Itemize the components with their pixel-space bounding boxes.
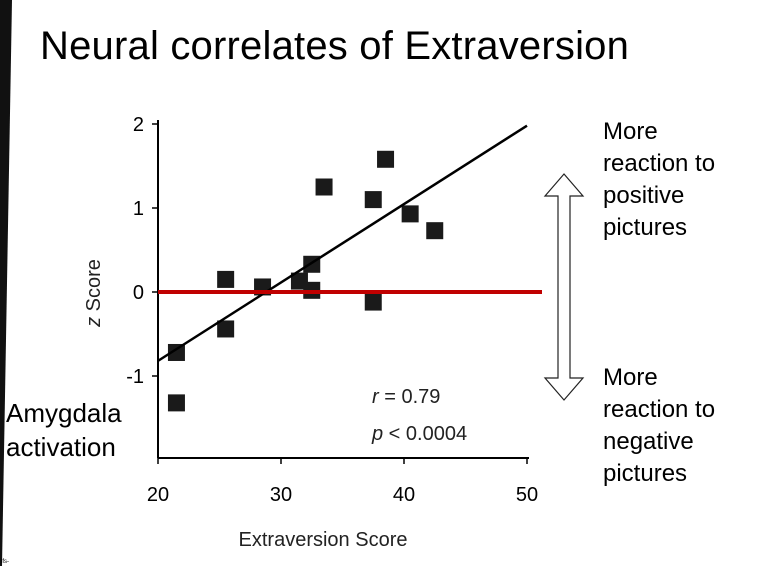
x-tick-label: 40 [393,484,415,506]
slide-title: Neural correlates of Extraversion [40,24,630,68]
note-line: reaction to [603,150,716,177]
note-line: negative [603,428,694,455]
note-line: pictures [603,214,688,241]
data-point [217,270,235,288]
y-tick-label: -1 [126,366,144,388]
amygdala-activation-label: Amygdala activation [6,396,122,464]
negative-reaction-note: More reaction to negative pictures [603,362,715,490]
data-point [377,150,395,168]
note-line: pictures [603,460,688,487]
data-point [167,394,185,412]
x-tick-label: 50 [516,484,538,506]
x-tick-label: 30 [270,484,292,506]
y-tick-label: 2 [133,114,144,136]
y-tick-label: 0 [133,282,144,304]
x-axis-title: Extraversion Score [239,529,408,551]
note-line: More [603,364,658,391]
slide-edge-decoration [0,0,12,566]
note-line: positive [603,182,685,209]
note-line: reaction to [603,396,716,423]
corner-mark: ifs- [1,559,9,565]
amygdala-line: Amygdala [6,398,122,428]
data-point [401,205,419,223]
note-line: More [603,118,658,145]
data-point [217,320,235,338]
amygdala-line: activation [6,432,116,462]
y-tick-label: 1 [133,198,144,220]
r-value-label: r = 0.79 [372,386,440,408]
y-axis-title: z Score [83,259,105,328]
data-point [364,191,382,209]
data-point [364,293,382,311]
regression-line [157,124,528,362]
x-tick-label: 20 [147,484,169,506]
data-point [426,222,444,240]
data-point [167,343,185,361]
data-point [315,178,333,196]
p-value-label: p < 0.0004 [371,423,467,445]
double-arrow-icon [543,173,585,401]
positive-reaction-note: More reaction to positive pictures [603,116,715,244]
